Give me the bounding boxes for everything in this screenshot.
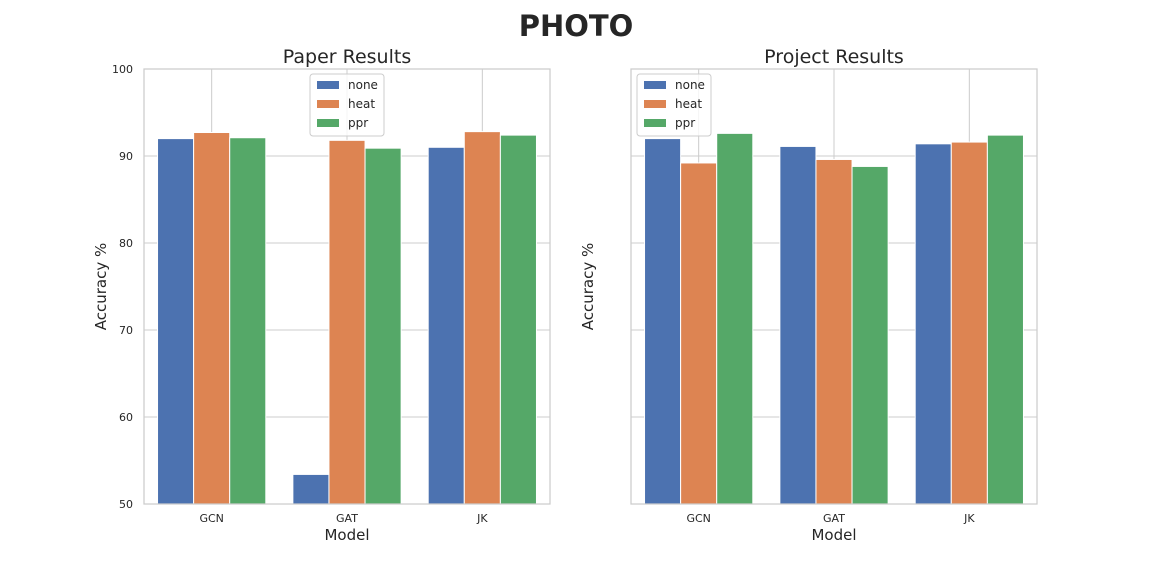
legend-swatch-ppr (317, 119, 339, 127)
bar-heat-gat (328, 139, 366, 505)
x-tick-label: GCN (686, 512, 710, 525)
chart-panel-1: GCN GAT JK 50 60 70 80 90 100 Paper Results Model A… (92, 46, 551, 544)
chart-panel-2: GCN GAT JK Project Results Model Accuracy % no… (579, 46, 1038, 544)
bar-heat-gcn (193, 132, 231, 505)
bar-heat-gat (815, 158, 853, 505)
axes-frame (630, 68, 1038, 505)
figure-suptitle: PHOTO (519, 9, 634, 43)
bar-ppr-gcn (716, 132, 754, 505)
bar-heat-jk (950, 141, 988, 505)
y-tick-label: 100 (112, 63, 133, 76)
legend-swatch-ppr (644, 119, 666, 127)
bar-none-gcn (157, 138, 195, 505)
axes-frame (143, 68, 551, 505)
x-tick-label: GCN (199, 512, 223, 525)
y-tick-label: 80 (119, 237, 133, 250)
legend-label-none: none (348, 78, 378, 92)
bar-none-gcn (644, 138, 682, 505)
bar-heat-gcn (680, 162, 718, 505)
legend-label-heat: heat (675, 97, 702, 111)
legend: none heat ppr (636, 73, 712, 137)
bar-heat-jk (463, 131, 501, 505)
y-tick-label: 70 (119, 324, 133, 337)
x-axis-label: Model (811, 526, 856, 544)
legend-swatch-heat (317, 100, 339, 108)
bar-ppr-gat (851, 165, 889, 505)
axes-title: Paper Results (283, 46, 411, 68)
chart-panels: GCN GAT JK 50 60 70 80 90 100 Paper Results Model A… (92, 46, 1038, 544)
bar-ppr-gcn (229, 137, 267, 505)
y-tick-label: 50 (119, 498, 133, 511)
legend-swatch-none (644, 81, 666, 89)
y-axis-label: Accuracy % (579, 243, 597, 331)
bar-ppr-jk (986, 134, 1024, 505)
bar-ppr-jk (499, 134, 537, 505)
x-axis-label: Model (324, 526, 369, 544)
bar-none-jk (427, 146, 465, 505)
x-tick-label: JK (963, 512, 975, 525)
legend-label-ppr: ppr (675, 116, 695, 130)
axes-title: Project Results (764, 46, 904, 68)
x-tick-label: GAT (823, 512, 845, 525)
bar-none-gat (779, 145, 817, 505)
bar-none-gat (292, 473, 330, 505)
legend-swatch-heat (644, 100, 666, 108)
y-tick-label: 90 (119, 150, 133, 163)
bar-ppr-gat (364, 147, 402, 505)
legend: none heat ppr (309, 73, 385, 137)
y-tick-label: 60 (119, 411, 133, 424)
legend-swatch-none (317, 81, 339, 89)
legend-label-ppr: ppr (348, 116, 368, 130)
y-axis-label: Accuracy % (92, 243, 110, 331)
bar-none-jk (914, 143, 952, 505)
x-tick-label: JK (476, 512, 488, 525)
legend-label-none: none (675, 78, 705, 92)
x-tick-label: GAT (336, 512, 358, 525)
legend-label-heat: heat (348, 97, 375, 111)
